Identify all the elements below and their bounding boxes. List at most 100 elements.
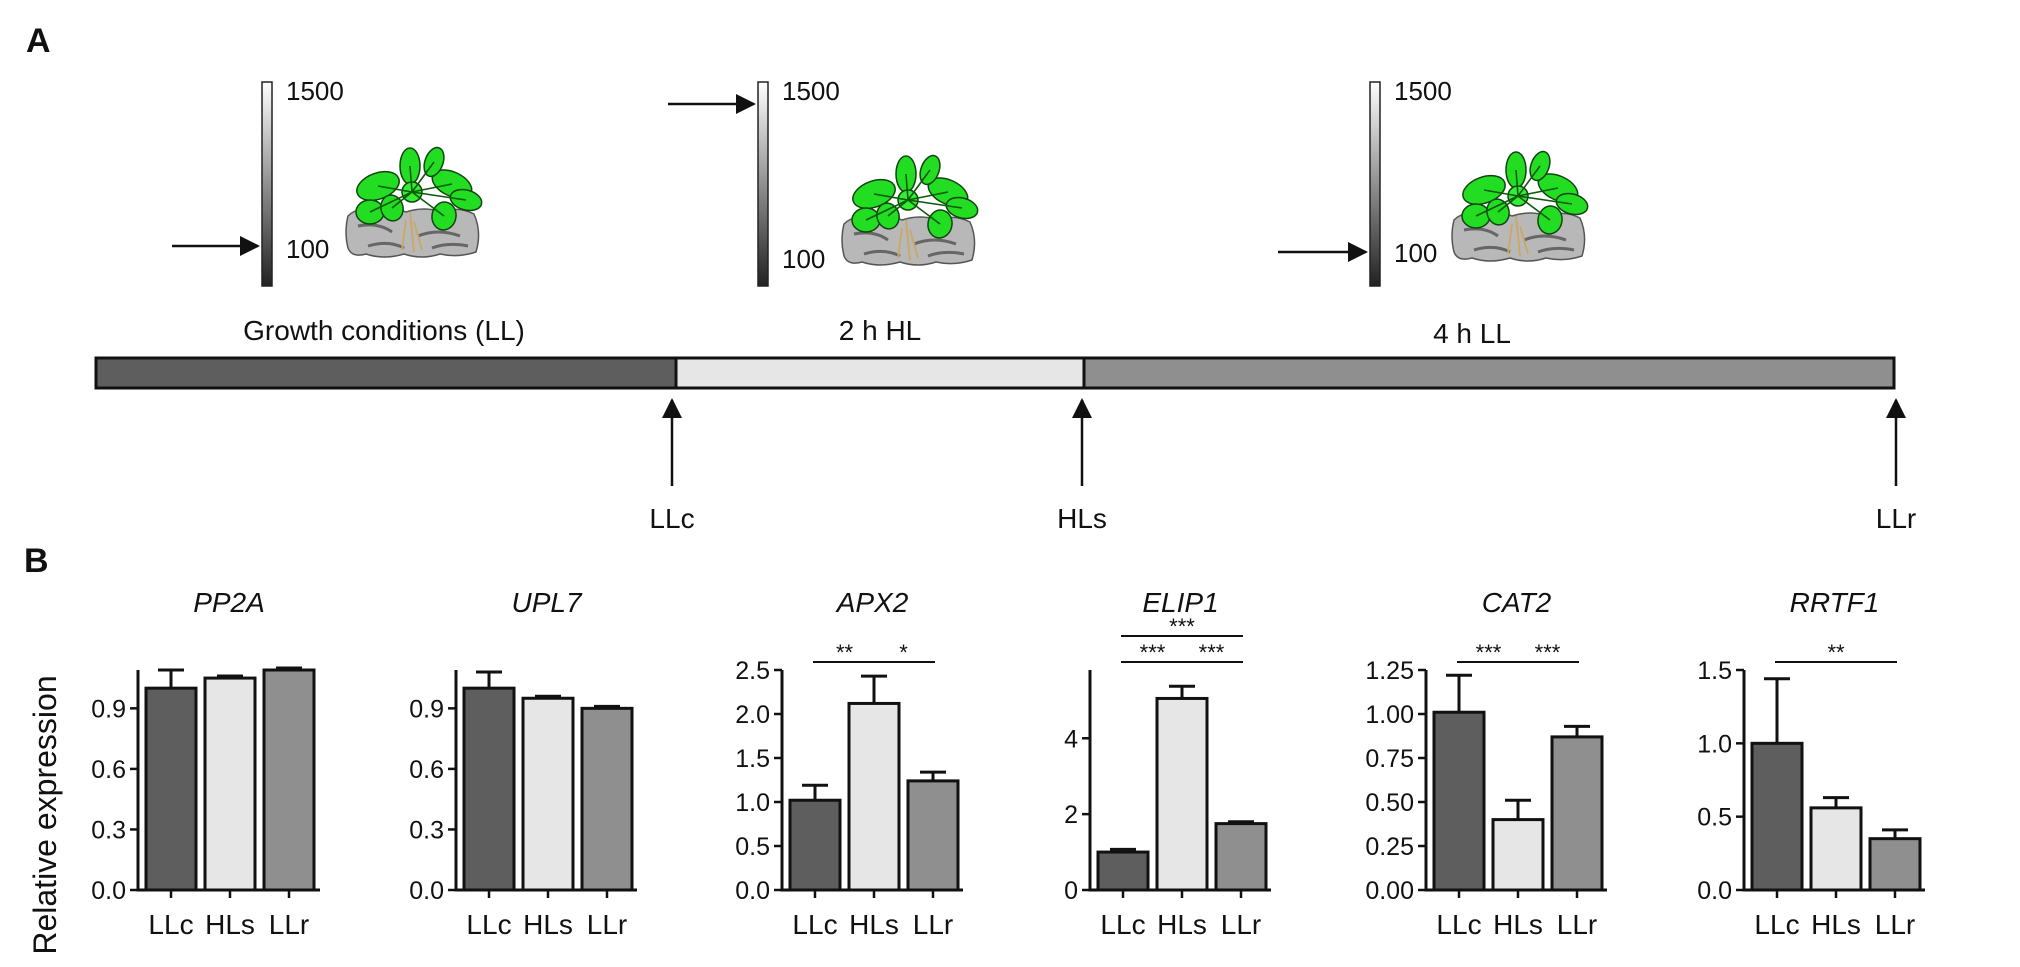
x-tick-label: HLs	[1811, 909, 1861, 940]
y-tick-label: 1.0	[1697, 730, 1732, 758]
y-tick-label: 0.6	[91, 756, 126, 784]
y-tick-label: 1.5	[1697, 657, 1732, 685]
bar-llc	[462, 686, 516, 892]
bar-hls	[1491, 818, 1545, 892]
bar-hls	[1809, 806, 1863, 892]
bar-llr	[1868, 837, 1922, 892]
plant-illustration	[840, 151, 982, 267]
chart-rrtf1: RRTF1 0.0 0.5 1.0 1.5 LLc HLs LLr **	[1697, 587, 1925, 940]
bar-hls	[1155, 696, 1209, 892]
timeline-phase-growth	[94, 356, 678, 390]
y-tick-label: 0.9	[91, 695, 126, 723]
x-tick-label: LLr	[269, 909, 309, 940]
y-tick-label: 0.0	[91, 877, 126, 905]
bar-charts: PP2A 0.0 0.3 0.6 0.9 LLc HLs LLr UPL7 0.0 0.3 0.6 0.…	[91, 587, 1925, 940]
significance-label: ***	[1169, 614, 1195, 639]
y-tick-label: 0.5	[1697, 804, 1732, 832]
x-tick-label: HLs	[1157, 909, 1207, 940]
scale-min-label: 100	[286, 234, 329, 264]
intensity-gradient-bar	[757, 81, 769, 287]
bar-llc	[1750, 741, 1804, 892]
light-scale-ll-growth: 1500 100	[172, 76, 344, 287]
bar-llc	[144, 686, 198, 892]
bar-hls	[521, 696, 575, 892]
significance-label: ***	[1476, 640, 1502, 665]
scale-max-label: 1500	[1394, 76, 1452, 106]
x-tick-label: HLs	[205, 909, 255, 940]
bar-hls	[203, 676, 257, 892]
phase-label-hl: 2 h HL	[839, 315, 922, 346]
significance-label: *	[899, 640, 908, 665]
bar-llc	[1096, 850, 1150, 892]
significance-label: ***	[1535, 640, 1561, 665]
scale-max-label: 1500	[782, 76, 840, 106]
bar-llr	[262, 668, 316, 892]
bar-hls	[847, 701, 901, 892]
x-tick-label: LLr	[913, 909, 953, 940]
y-axis-label: Relative expression	[27, 675, 63, 954]
phase-label-recovery: 4 h LL	[1433, 318, 1511, 349]
scale-min-label: 100	[1394, 238, 1437, 268]
y-tick-label: 0.25	[1365, 833, 1414, 861]
sampling-label-llr: LLr	[1876, 503, 1916, 534]
y-tick-label: 1.25	[1365, 657, 1414, 685]
x-tick-label: LLc	[792, 909, 837, 940]
y-tick-label: 1.5	[735, 745, 770, 773]
chart-upl7: UPL7 0.0 0.3 0.6 0.9 LLc HLs LLr	[409, 587, 637, 940]
bar-llc	[1432, 710, 1486, 892]
x-tick-label: HLs	[1493, 909, 1543, 940]
y-tick-label: 0.75	[1365, 745, 1414, 773]
y-tick-label: 1.00	[1365, 701, 1414, 729]
chart-title: UPL7	[511, 587, 582, 618]
y-tick-label: 0.00	[1365, 877, 1414, 905]
x-tick-label: LLr	[1221, 909, 1261, 940]
chart-title: PP2A	[193, 587, 265, 618]
bar-llc	[788, 798, 842, 892]
scale-max-label: 1500	[286, 76, 344, 106]
x-tick-label: LLr	[1557, 909, 1597, 940]
chart-title: ELIP1	[1142, 587, 1218, 618]
x-tick-label: LLc	[466, 909, 511, 940]
chart-title: APX2	[835, 587, 909, 618]
x-tick-label: HLs	[849, 909, 899, 940]
y-tick-label: 0.3	[409, 816, 444, 844]
significance-label: **	[836, 640, 854, 665]
significance-label: ***	[1140, 640, 1166, 665]
x-tick-label: LLc	[1754, 909, 1799, 940]
y-tick-label: 0	[1064, 877, 1078, 905]
y-tick-label: 0.0	[409, 877, 444, 905]
x-tick-label: LLc	[1100, 909, 1145, 940]
intensity-gradient-bar	[1369, 81, 1381, 287]
sampling-label-hls: HLs	[1057, 503, 1107, 534]
plant-illustration	[1450, 147, 1592, 263]
y-tick-label: 2.0	[735, 701, 770, 729]
y-tick-label: 0.0	[1697, 877, 1732, 905]
y-tick-label: 0.3	[91, 816, 126, 844]
phase-label-growth: Growth conditions (LL)	[243, 315, 525, 346]
x-tick-label: HLs	[523, 909, 573, 940]
y-tick-label: 0.6	[409, 756, 444, 784]
y-tick-label: 4	[1064, 725, 1078, 753]
light-scale-ll-recovery: 1500 100	[1278, 76, 1452, 287]
bar-llr	[1550, 735, 1604, 892]
chart-title: RRTF1	[1790, 587, 1880, 618]
chart-title: CAT2	[1482, 587, 1552, 618]
bar-llr	[906, 779, 960, 892]
y-tick-label: 2.5	[735, 657, 770, 685]
intensity-gradient-bar	[261, 81, 273, 287]
timeline-phase-hl	[674, 356, 1086, 390]
timeline-phase-recovery	[1082, 356, 1896, 390]
significance-label: ***	[1199, 640, 1225, 665]
x-tick-label: LLr	[1875, 909, 1915, 940]
scale-min-label: 100	[782, 244, 825, 274]
light-scale-hl: 1500 100	[668, 76, 840, 287]
x-tick-label: LLr	[587, 909, 627, 940]
bar-llr	[580, 706, 634, 892]
sampling-label-llc: LLc	[649, 503, 694, 534]
significance-label: **	[1827, 640, 1845, 665]
bar-llr	[1214, 822, 1268, 892]
chart-cat2: CAT2 0.00 0.25 0.50 0.75 1.00 1.25 LLc HLs LLr ***…	[1365, 587, 1607, 940]
